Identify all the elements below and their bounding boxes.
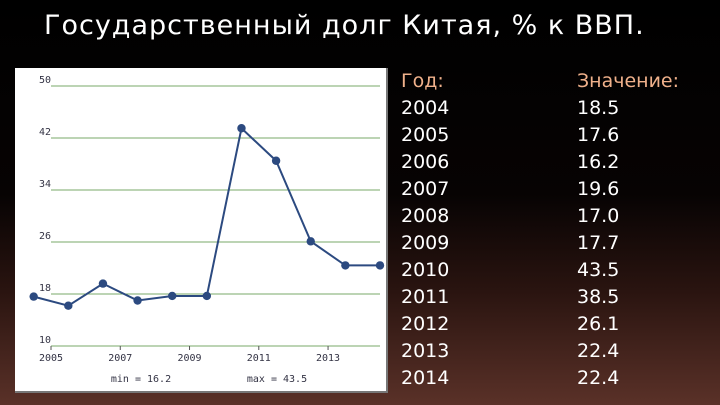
value-cell: 38.5 [577, 286, 620, 308]
value-cell: 16.2 [577, 151, 620, 173]
year-cell: 2009 [401, 232, 450, 254]
data-point [306, 237, 315, 246]
year-cell: 2007 [401, 178, 450, 200]
data-point [271, 156, 281, 165]
data-point [375, 261, 385, 270]
chart-svg: 10 18 26 34 42 50 2005 2007 2009 2011 2013 min = 16… [29, 75, 385, 385]
data-point [202, 291, 212, 301]
min-annotation: min = 16.2 [111, 374, 171, 385]
data-point [98, 279, 108, 288]
value-cell: 26.1 [577, 313, 620, 335]
x-tick-label: 2011 [247, 353, 271, 364]
value-cell: 18.5 [577, 97, 620, 119]
year-cell: 2012 [401, 313, 450, 335]
year-cell: 2010 [401, 259, 450, 281]
max-annotation: max = 43.5 [247, 374, 307, 385]
value-cell: 22.4 [577, 340, 620, 362]
x-tick-label: 2013 [316, 353, 340, 364]
year-cell: 2014 [401, 367, 450, 389]
data-point [64, 301, 73, 310]
year-header: Год: [401, 70, 444, 92]
series-line [33, 126, 380, 307]
value-column: Значение: 18.5 17.6 16.2 19.6 17.0 17.7 43.5 38… [577, 68, 679, 392]
year-cell: 2004 [401, 97, 450, 119]
year-cell: 2008 [401, 205, 450, 227]
value-cell: 19.6 [577, 178, 620, 200]
value-cell: 17.7 [577, 232, 620, 254]
data-point [168, 291, 177, 301]
value-cell: 17.0 [577, 205, 620, 227]
x-tick-label: 2005 [39, 353, 63, 364]
year-cell: 2005 [401, 124, 450, 146]
value-cell: 17.6 [577, 124, 620, 146]
x-tick-label: 2009 [177, 353, 201, 364]
slide-title: Государственный долг Китая, % к ВВП. [44, 10, 645, 41]
y-tick-label: 50 [39, 75, 51, 86]
y-tick-label: 18 [39, 283, 51, 294]
data-point [133, 296, 142, 305]
year-cell: 2011 [401, 286, 450, 308]
year-cell: 2006 [401, 151, 450, 173]
y-tick-label: 34 [39, 179, 51, 190]
data-point [341, 261, 350, 270]
data-point [237, 124, 246, 133]
y-tick-label: 42 [39, 127, 51, 138]
year-column: Год: 2004 2005 2006 2007 2008 2009 2010 2011 201… [401, 68, 449, 392]
value-header: Значение: [577, 70, 680, 92]
data-point [29, 292, 38, 301]
y-tick-label: 26 [39, 231, 51, 242]
line-chart: 10 18 26 34 42 50 2005 2007 2009 2011 2013 min = 16… [15, 68, 388, 393]
y-tick-label: 10 [39, 335, 51, 346]
value-cell: 43.5 [577, 259, 620, 281]
value-cell: 22.4 [577, 367, 620, 389]
year-cell: 2013 [401, 340, 450, 362]
x-tick-label: 2007 [108, 353, 132, 364]
